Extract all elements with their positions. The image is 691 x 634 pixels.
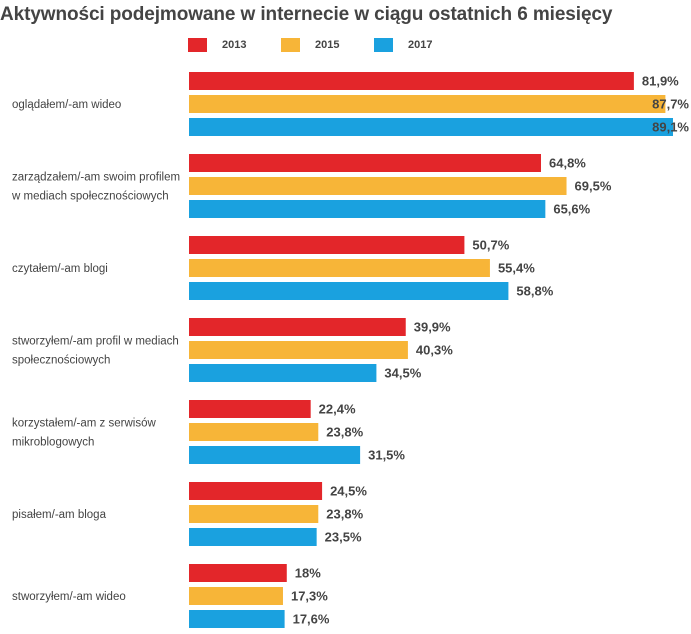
bar-2013 [189,154,541,172]
chart-title: Aktywności podejmowane w internecie w ci… [0,4,613,25]
value-label: 24,5% [330,484,367,499]
bar-2015 [189,259,490,277]
category-label: pisałem/-am bloga [12,509,107,521]
bar-2015 [189,341,408,359]
value-label: 17,3% [291,589,328,604]
category-label: korzystałem/-am z serwisów [12,418,156,430]
bar-2013 [189,318,406,336]
category-label: stworzyłem/-am profil w mediach [12,336,179,348]
value-label: 64,8% [549,156,586,171]
bar-2017 [189,610,285,628]
value-label: 55,4% [498,261,535,276]
bar-2017 [189,446,361,464]
value-label: 65,6% [553,202,590,217]
bar-2013 [189,236,465,254]
bar-2015 [189,177,567,195]
bar-2013 [189,400,311,418]
category-label: społecznościowych [12,355,110,367]
value-label: 40,3% [416,343,453,358]
category-label: oglądałem/-am wideo [12,99,121,111]
category-label: czytałem/-am blogi [12,263,108,275]
bar-2017 [189,200,546,218]
value-label: 23,8% [326,507,363,522]
value-label: 22,4% [319,402,356,417]
value-label: 81,9% [642,74,679,89]
value-label: 50,7% [472,238,509,253]
value-label: 89,1% [652,120,689,135]
category-label: w mediach społecznościowych [11,191,169,203]
bar-2017 [189,528,317,546]
bar-2015 [189,423,319,441]
bar-2015 [189,587,283,605]
value-label: 17,6% [293,612,330,627]
value-label: 23,8% [326,425,363,440]
value-label: 58,8% [516,284,553,299]
category-label: stworzyłem/-am wideo [12,591,126,603]
bar-2013 [189,564,287,582]
value-label: 31,5% [368,448,405,463]
bar-2017 [189,118,673,136]
value-label: 39,9% [414,320,451,335]
value-label: 69,5% [575,179,612,194]
bar-2013 [189,482,323,500]
bar-2015 [189,95,666,113]
category-label: mikroblogowych [12,437,94,449]
bar-2015 [189,505,319,523]
value-label: 34,5% [384,366,421,381]
category-label: zarządzałem/-am swoim profilem [12,172,180,184]
value-label: 23,5% [325,530,362,545]
bar-2017 [189,364,377,382]
bar-2017 [189,282,509,300]
value-label: 18% [295,566,321,581]
bar-2013 [189,72,634,90]
value-label: 87,7% [652,97,689,112]
